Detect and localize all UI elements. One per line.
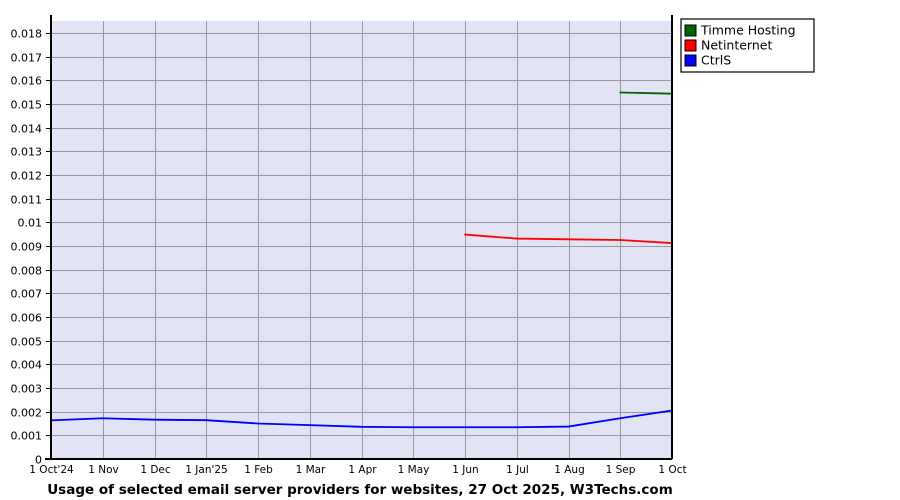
legend-label: Netinternet	[701, 38, 772, 53]
y-gridlines	[51, 33, 672, 436]
x-axis-tick-label: 1 Feb	[244, 464, 273, 476]
legend-swatch	[684, 39, 697, 52]
y-axis-tick-label: 0.003	[11, 383, 43, 396]
legend-swatch	[684, 24, 697, 37]
series-line-timme-hosting	[619, 91, 673, 95]
y-axis-tick-label: 0.013	[11, 146, 43, 159]
x-axis-tick-label: 1 Mar	[296, 464, 327, 476]
x-axis-tick-label: 1 May	[398, 464, 430, 476]
x-axis-tick-label: 1 Oct	[658, 464, 686, 476]
y-axis-tick-label: 0.01	[18, 217, 43, 230]
y-axis-tick-label: 0.017	[11, 52, 43, 65]
x-axis-ticks: 1 Oct'24 1 Nov 1 Dec 1 Jan'25 1 Feb 1 Mar 1 Ap…	[29, 464, 686, 476]
series-line-ctrls	[50, 409, 673, 429]
y-axis-tick-label: 0.015	[11, 99, 43, 112]
y-axis-tick-label: 0.014	[11, 123, 43, 136]
y-axis-tick-label: 0.008	[11, 265, 43, 278]
y-axis-tick-label: 0.007	[11, 288, 43, 301]
chart-title: Usage of selected email server providers…	[47, 482, 673, 498]
y-axis-ticks: 0 0.001 0.002 0.003 0.004 0.005 0.006 0.007 0.00…	[11, 28, 51, 467]
x-axis-tick-label: 1 Sep	[606, 464, 636, 476]
y-axis-tick-label: 0.004	[11, 359, 43, 372]
x-axis-tick-label: 1 Jan'25	[185, 464, 227, 476]
y-axis-tick-label: 0	[35, 454, 42, 467]
y-axis-tick-label: 0.009	[11, 241, 43, 254]
y-axis-tick-label: 0.011	[11, 194, 43, 207]
x-axis-tick-label: 1 Jun	[452, 464, 478, 476]
y-axis-tick-label: 0.001	[11, 430, 43, 443]
y-axis-tick-label: 0.002	[11, 407, 43, 420]
y-axis-tick-label: 0.006	[11, 312, 43, 325]
legend-label: Timme Hosting	[700, 23, 796, 38]
y-axis-tick-label: 0.012	[11, 170, 43, 183]
y-axis-tick-label: 0.016	[11, 75, 43, 88]
x-axis-tick-label: 1 Dec	[140, 464, 171, 476]
legend-swatch	[684, 54, 697, 67]
x-axis-tick-label: 1 Apr	[348, 464, 377, 476]
x-axis-tick-label: 1 Oct'24	[29, 464, 74, 476]
legend-label: CtrlS	[701, 53, 731, 68]
y-axis-tick-label: 0.018	[11, 28, 43, 41]
x-axis-tick-label: 1 Jul	[506, 464, 529, 476]
y-axis-tick-label: 0.005	[11, 336, 43, 349]
x-axis-tick-label: 1 Aug	[554, 464, 585, 476]
x-axis-tick-label: 1 Nov	[88, 464, 119, 476]
